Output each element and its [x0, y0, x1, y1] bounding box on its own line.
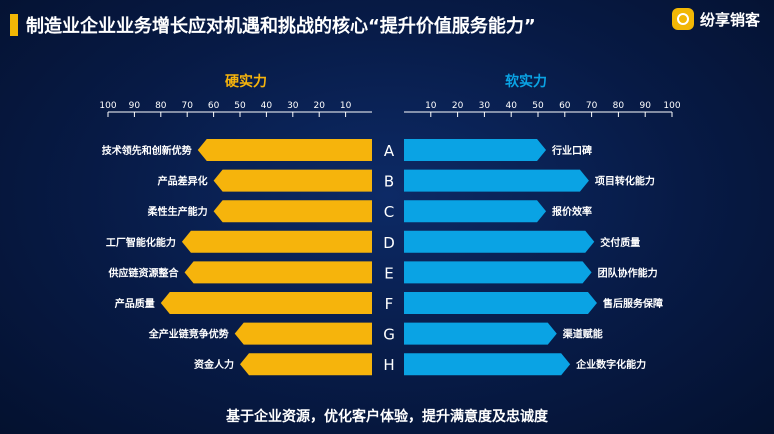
- hard-bar: [240, 353, 372, 376]
- left-axis-tick-label: 20: [313, 101, 325, 111]
- hard-bar: [184, 261, 372, 284]
- hard-bar: [197, 139, 372, 161]
- hard-bar-label: 技术领先和创新优势: [102, 144, 192, 157]
- left-axis-tick-label: 30: [287, 101, 299, 111]
- right-axis-tick-label: 40: [505, 101, 517, 111]
- hard-bar-label: 产品差异化: [158, 175, 208, 188]
- left-axis-tick-label: 10: [340, 101, 352, 111]
- left-axis-tick-label: 90: [129, 101, 141, 111]
- soft-bar: [404, 292, 597, 314]
- category-letter: D: [383, 234, 395, 252]
- left-axis-tick-label: 100: [99, 101, 116, 111]
- right-axis-tick-label: 50: [532, 101, 544, 111]
- soft-bar-label: 报价效率: [552, 205, 592, 218]
- page-title: 制造业企业业务增长应对机遇和挑战的核心“提升价值服务能力”: [26, 16, 536, 37]
- brand-name: 纷享销客: [699, 10, 760, 29]
- soft-power-heading: 软实力: [505, 73, 547, 90]
- soft-bar-label: 项目转化能力: [595, 175, 655, 188]
- hard-bar: [160, 292, 372, 314]
- category-letter: G: [383, 326, 395, 344]
- soft-bar: [404, 139, 547, 161]
- hard-bar-label: 工厂智能化能力: [106, 236, 176, 249]
- right-axis-tick-label: 90: [639, 101, 651, 111]
- right-axis-tick-label: 80: [613, 101, 625, 111]
- hard-bar-label: 资金人力: [194, 358, 234, 371]
- left-axis-tick-label: 40: [261, 101, 273, 111]
- hard-bar: [181, 230, 372, 253]
- hard-bar: [234, 322, 372, 345]
- right-axis-tick-label: 60: [559, 101, 571, 111]
- brand-logo: 纷享销客: [671, 8, 760, 30]
- category-letter: E: [384, 264, 393, 282]
- hard-power-heading: 硬实力: [225, 73, 267, 90]
- soft-bar: [404, 230, 595, 253]
- hard-bar: [213, 169, 372, 192]
- brand-logo-icon: [671, 8, 694, 30]
- right-axis-tick-label: 20: [452, 101, 464, 111]
- left-axis-tick-label: 60: [208, 101, 220, 111]
- soft-bar-label: 交付质量: [600, 236, 640, 249]
- hard-bar-label: 全产业链竞争优势: [148, 328, 229, 341]
- soft-bar-label: 团队协作能力: [598, 266, 658, 279]
- right-axis-tick-label: 70: [586, 101, 598, 111]
- soft-bar-label: 企业数字化能力: [575, 358, 646, 371]
- category-letter: A: [384, 142, 395, 160]
- left-axis-tick-label: 80: [155, 101, 167, 111]
- hard-bar-label: 供应链资源整合: [108, 266, 180, 279]
- hard-bar: [213, 200, 372, 223]
- footer-caption: 基于企业资源，优化客户体验，提升满意度及忠诚度: [226, 409, 548, 425]
- soft-bar: [404, 169, 589, 192]
- title-accent-bar: [10, 14, 18, 36]
- soft-bar: [404, 353, 571, 376]
- soft-bar: [404, 200, 547, 223]
- category-letter: B: [384, 173, 394, 191]
- soft-bar: [404, 261, 592, 284]
- left-axis-tick-label: 70: [181, 101, 193, 111]
- hard-bar-label: 产品质量: [115, 297, 155, 310]
- soft-bar: [404, 322, 557, 345]
- right-axis-tick-label: 100: [663, 101, 680, 111]
- hard-bar-label: 柔性生产能力: [147, 205, 208, 218]
- soft-bar-label: 售后服务保障: [603, 297, 663, 310]
- soft-bar-label: 行业口碑: [551, 144, 592, 157]
- right-axis-tick-label: 30: [479, 101, 491, 111]
- category-letter: H: [383, 356, 394, 374]
- soft-bar-label: 渠道赋能: [562, 328, 603, 341]
- category-letter: C: [384, 203, 394, 221]
- right-axis-tick-label: 10: [425, 101, 437, 111]
- category-letter: F: [385, 295, 394, 313]
- left-axis-tick-label: 50: [234, 101, 246, 111]
